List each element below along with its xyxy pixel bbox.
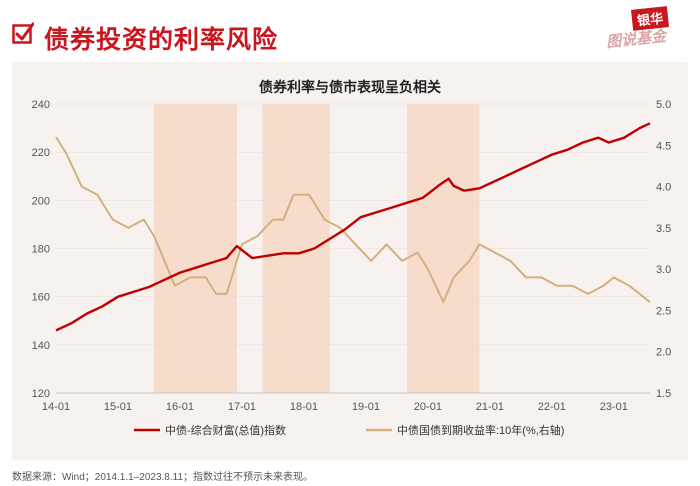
right-tick-label: 3.0 xyxy=(656,264,671,276)
x-tick-label: 14-01 xyxy=(42,401,70,413)
right-tick-label: 4.5 xyxy=(656,140,671,152)
x-tick-label: 21-01 xyxy=(476,401,504,413)
checkbox-icon xyxy=(12,22,34,44)
page-title: 债券投资的利率风险 xyxy=(44,26,279,54)
left-tick-label: 160 xyxy=(32,292,50,304)
page-header: 债券投资的利率风险 银华 图说基金 xyxy=(0,0,700,62)
brand-logo: 银华 图说基金 xyxy=(605,6,694,52)
x-tick-label: 18-01 xyxy=(290,401,318,413)
left-axis: 120 140 160 180 200 220 240 xyxy=(32,99,50,400)
left-tick-label: 120 xyxy=(32,388,50,400)
legend: 中债-综合财富(总值)指数 中债国债到期收益率:10年(%,右轴) xyxy=(134,423,564,437)
left-tick-label: 200 xyxy=(32,195,50,207)
right-axis: 1.5 2.0 2.5 3.0 3.5 4.0 4.5 5.0 xyxy=(656,99,671,400)
series-line-index xyxy=(55,122,651,332)
right-tick-label: 3.5 xyxy=(656,223,671,235)
right-tick-label: 4.0 xyxy=(656,182,671,194)
right-tick-label: 2.0 xyxy=(656,347,671,359)
left-tick-label: 140 xyxy=(32,340,50,352)
left-tick-label: 240 xyxy=(32,99,50,111)
x-tick-label: 19-01 xyxy=(352,401,380,413)
right-tick-label: 2.5 xyxy=(656,305,671,317)
x-tick-label: 16-01 xyxy=(166,401,194,413)
series-lines xyxy=(55,122,651,332)
x-tick-label: 20-01 xyxy=(414,401,442,413)
footnote: 数据来源：Wind；2014.1.1–2023.8.11；指数过往不预示未来表现… xyxy=(12,472,314,483)
left-tick-label: 180 xyxy=(32,244,50,256)
chart: 债券利率与债市表现呈负相关 120 140 160 180 200 220 240 1.5 2… xyxy=(32,79,672,437)
legend-label-yield: 中债国债到期收益率:10年(%,右轴) xyxy=(397,423,564,437)
legend-label-index: 中债-综合财富(总值)指数 xyxy=(165,423,286,437)
x-tick-label: 23-01 xyxy=(600,401,628,413)
series-line-yield xyxy=(55,136,651,304)
x-tick-label: 15-01 xyxy=(104,401,132,413)
logo-bottom-text: 图说基金 xyxy=(605,27,667,52)
right-tick-label: 5.0 xyxy=(656,99,671,111)
chart-panel: 债券利率与债市表现呈负相关 120 140 160 180 200 220 240 1.5 2… xyxy=(12,62,688,460)
left-tick-label: 220 xyxy=(32,147,50,159)
right-tick-label: 1.5 xyxy=(656,388,671,400)
x-tick-label: 22-01 xyxy=(538,401,566,413)
gridlines xyxy=(56,103,650,394)
chart-title: 债券利率与债市表现呈负相关 xyxy=(259,79,441,95)
x-axis: 14-01 15-01 16-01 17-01 18-01 19-01 20-01 21-01… xyxy=(42,392,650,413)
x-tick-label: 17-01 xyxy=(228,401,256,413)
